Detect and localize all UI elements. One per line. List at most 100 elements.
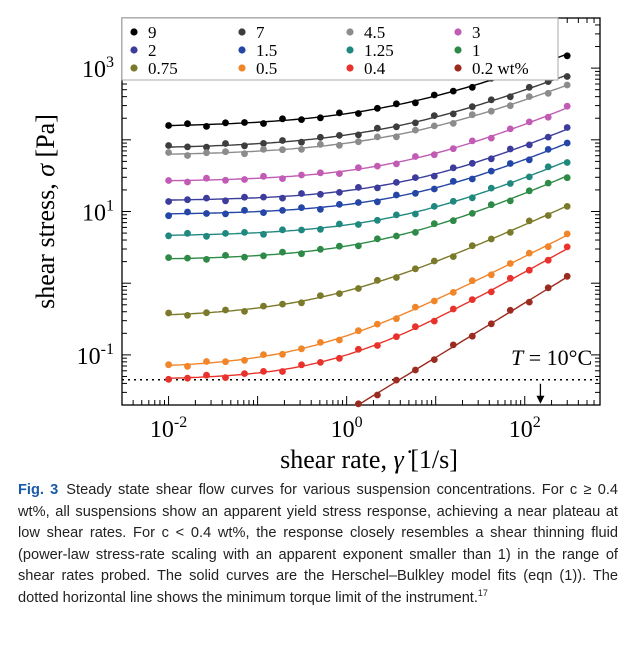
fit-curve <box>168 142 568 215</box>
data-point <box>355 345 362 353</box>
data-point <box>260 252 267 260</box>
legend-marker <box>454 28 462 36</box>
data-point <box>563 203 571 210</box>
data-point <box>563 230 571 238</box>
data-point <box>506 93 514 101</box>
data-point <box>260 140 267 147</box>
data-point <box>222 306 229 314</box>
data-point <box>222 148 229 156</box>
data-point <box>279 248 286 256</box>
data-point <box>487 271 495 279</box>
data-point <box>355 131 362 139</box>
data-point <box>506 180 514 187</box>
data-point <box>374 216 381 224</box>
data-point <box>165 232 173 240</box>
data-point <box>468 296 476 303</box>
data-point <box>203 210 210 217</box>
data-point <box>430 185 438 193</box>
data-point <box>544 163 552 171</box>
data-point <box>412 126 419 134</box>
data-point <box>279 146 286 154</box>
data-point <box>563 124 571 131</box>
data-point <box>355 110 362 117</box>
data-point <box>241 356 248 364</box>
fit-curve <box>168 248 568 379</box>
data-point <box>222 252 229 259</box>
data-point <box>393 160 400 168</box>
data-point <box>184 374 191 382</box>
data-point <box>222 119 229 127</box>
legend-marker <box>346 46 354 54</box>
data-point <box>241 150 248 158</box>
data-point <box>544 133 552 141</box>
data-point <box>393 274 400 281</box>
legend-marker <box>346 64 354 72</box>
data-point <box>487 167 495 175</box>
data-point <box>449 305 457 313</box>
data-point <box>184 178 191 186</box>
data-point <box>412 323 419 331</box>
data-point <box>374 320 381 328</box>
data-point <box>525 173 533 181</box>
torque-arrow-head <box>536 395 545 404</box>
data-point <box>317 339 324 346</box>
data-point <box>487 288 495 296</box>
data-point <box>355 221 362 228</box>
data-point <box>563 272 571 280</box>
data-point <box>298 138 305 146</box>
legend: 9 7 4.5 3 2 1.5 1.25 1 0.75 0.5 0.4 0.2 wt% <box>121 17 559 81</box>
data-point <box>298 250 305 258</box>
data-point <box>165 122 173 129</box>
data-point <box>317 292 324 299</box>
data-point <box>203 194 210 202</box>
data-point <box>260 230 267 238</box>
data-point <box>165 198 173 205</box>
data-point <box>260 209 267 217</box>
data-point <box>336 290 343 297</box>
data-point <box>298 361 305 369</box>
data-point <box>544 113 552 121</box>
data-point <box>165 142 173 149</box>
data-point <box>393 191 400 199</box>
data-point <box>468 159 476 167</box>
data-point <box>203 256 210 263</box>
data-point <box>279 368 286 375</box>
legend-marker <box>454 64 462 72</box>
data-point <box>184 152 191 159</box>
data-point <box>412 119 419 127</box>
data-point <box>241 308 248 315</box>
data-point <box>165 254 173 261</box>
data-point <box>184 143 191 151</box>
data-point <box>355 285 362 292</box>
legend-label: 0.75 <box>148 59 178 78</box>
data-point <box>355 138 362 146</box>
data-point <box>222 374 229 381</box>
data-point <box>298 116 305 123</box>
figure-caption: Fig. 3 Steady state shear flow curves for… <box>18 480 618 609</box>
data-point <box>525 266 533 274</box>
data-point <box>430 356 438 363</box>
data-point <box>165 149 173 156</box>
data-point <box>449 87 457 95</box>
legend-marker <box>130 64 138 72</box>
data-point <box>468 103 476 111</box>
legend-label: 2 <box>148 41 157 60</box>
data-point <box>468 277 476 285</box>
data-point <box>203 123 210 130</box>
data-point <box>468 83 476 91</box>
data-point <box>184 208 191 216</box>
legend-marker <box>130 28 138 36</box>
data-point <box>449 145 457 153</box>
data-point <box>393 133 400 141</box>
data-point <box>506 260 514 267</box>
y-tick-label: 101 <box>82 198 114 227</box>
data-point <box>222 230 229 237</box>
data-point <box>336 201 343 208</box>
data-point <box>260 145 267 153</box>
data-point <box>468 111 476 119</box>
axis-labels: 10-2 100 102 10-1 101 103 shear rate, γ̇ [1/s]… <box>31 54 592 474</box>
data-point <box>468 137 476 145</box>
data-point <box>165 361 173 369</box>
caption-text: Steady state shear flow curves for vario… <box>18 482 618 606</box>
data-point <box>393 123 400 131</box>
